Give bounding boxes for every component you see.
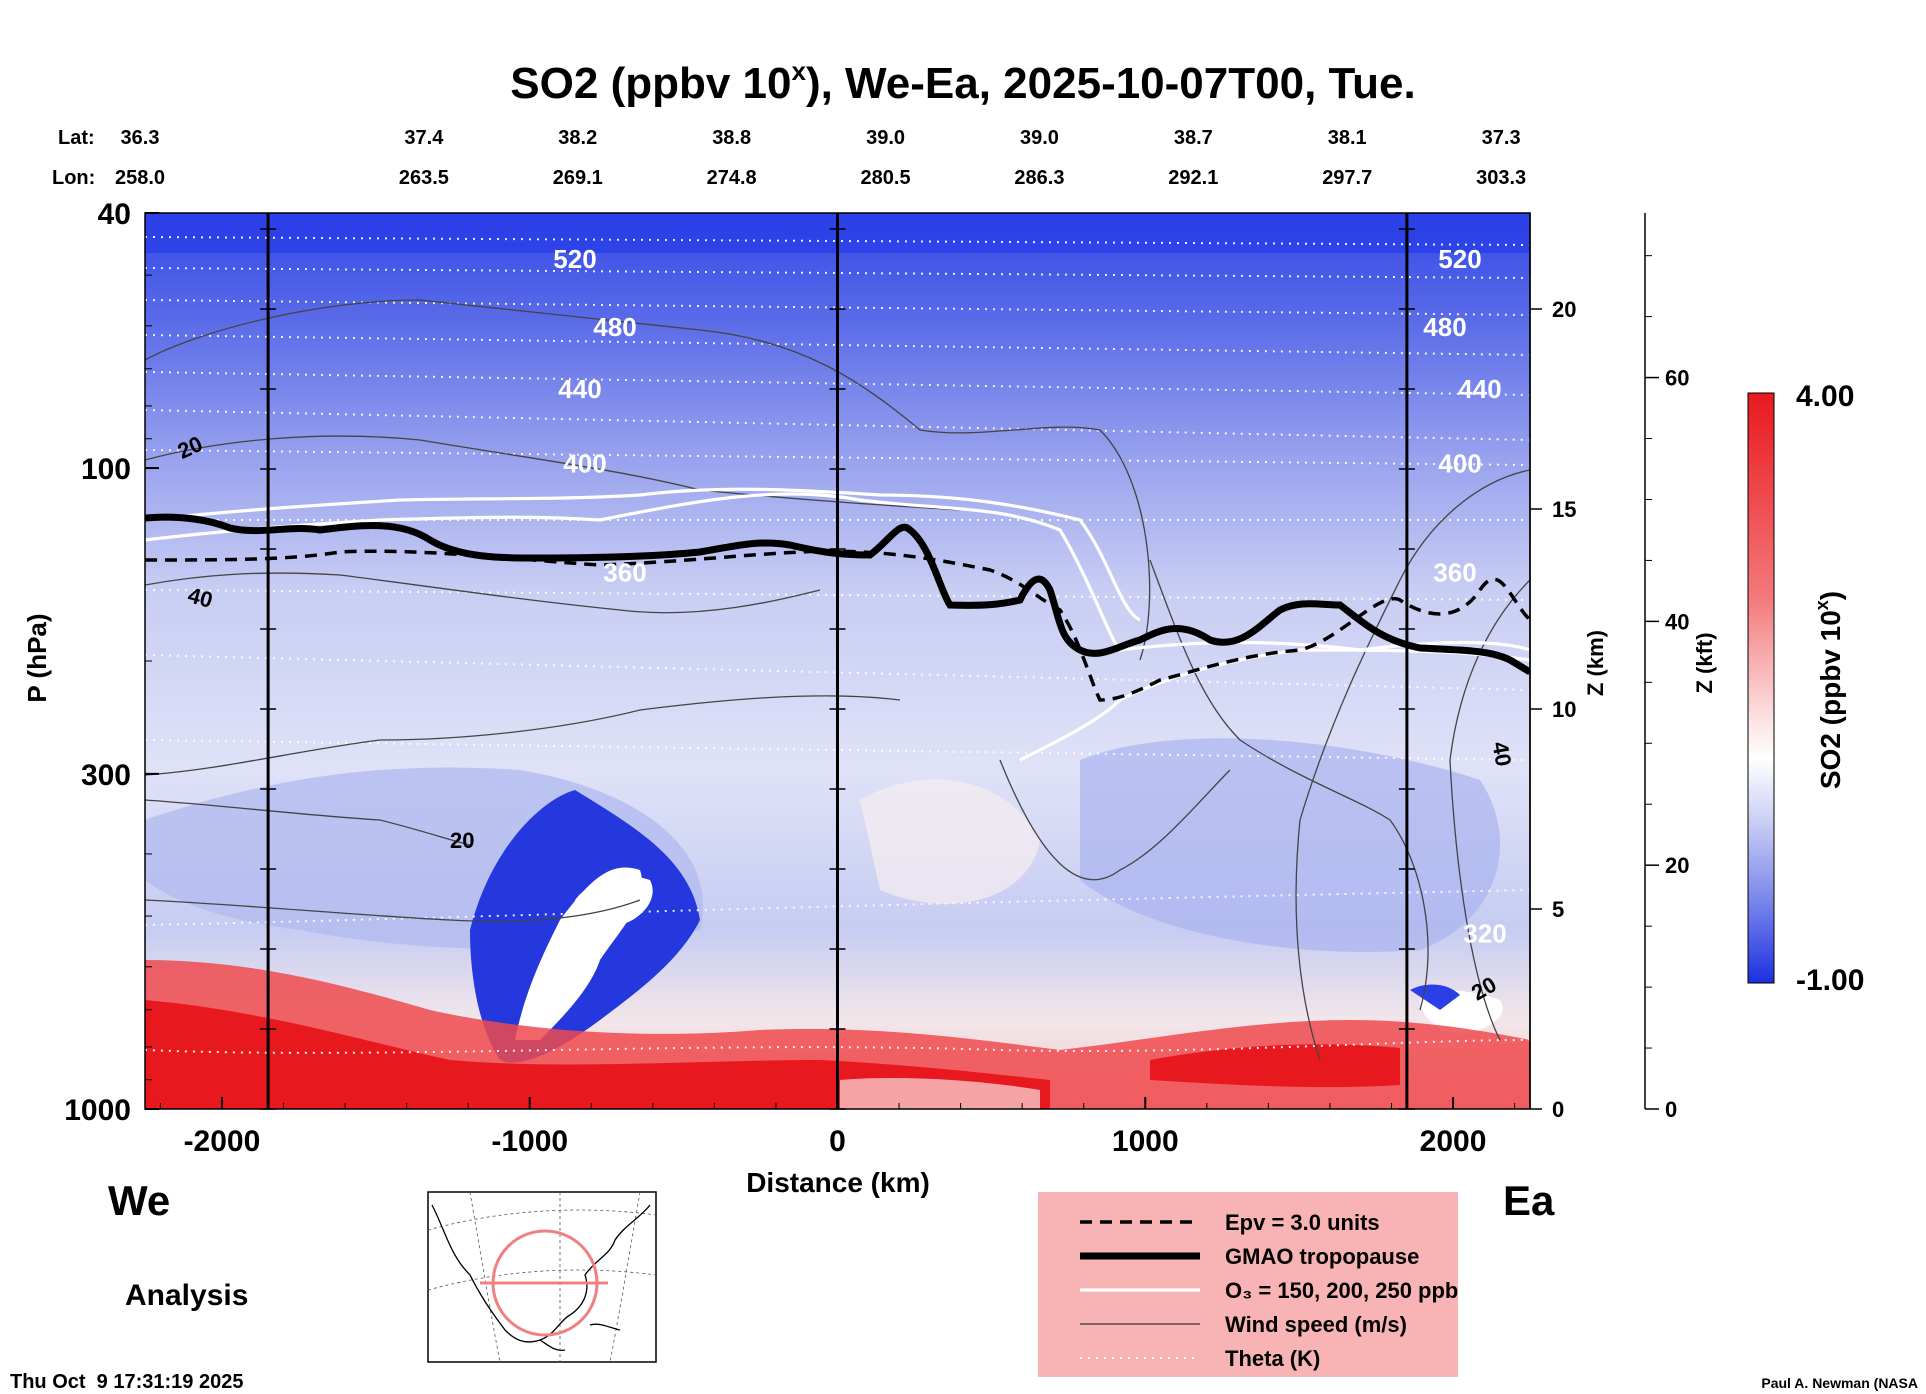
lon-header-label: Lon:: [52, 167, 95, 189]
z-km-title: Z (km): [1583, 630, 1608, 696]
z-km-tick-label: 20: [1552, 297, 1576, 322]
lat-header-label: Lat:: [58, 127, 95, 149]
west-label: We: [108, 1177, 170, 1224]
wind-speed-contours: [145, 299, 1530, 1061]
p-tick-label: 1000: [64, 1094, 131, 1127]
analysis-label: Analysis: [125, 1279, 248, 1312]
epv-dashed-line: [145, 549, 1530, 702]
theta-label: 320: [1463, 918, 1506, 948]
z-kft-title: Z (kft): [1692, 632, 1717, 693]
x-axis: -2000 -1000 0 1000 2000: [159, 1097, 1516, 1158]
z-kft-tick-label: 40: [1665, 609, 1689, 634]
theta-label: 480: [1423, 312, 1466, 342]
lon-value: 297.7: [1322, 167, 1372, 189]
x-tick-label: -2000: [184, 1125, 261, 1158]
x-tick-label: -1000: [491, 1125, 568, 1158]
z-kft-tick-label: 60: [1665, 366, 1689, 391]
legend-label-ozone: O₃ = 150, 200, 250 ppb: [1225, 1278, 1458, 1303]
colorbar: [1747, 392, 1775, 984]
lat-value: 38.8: [712, 127, 751, 149]
theta-label: 520: [1438, 244, 1481, 274]
x-tick-label: 1000: [1112, 1125, 1179, 1158]
y-axis-title: P (hPa): [22, 613, 52, 702]
z-kft-axis: 0 20 40 60: [1644, 213, 1689, 1122]
z-km-tick-label: 10: [1552, 697, 1576, 722]
theta-labels: 520 520 480 480 440 440 400 400 360 360 320: [553, 244, 1506, 948]
location-markers: [260, 213, 1415, 1110]
pressure-axis: 1000 300 100 40: [64, 198, 159, 1127]
theta-isentropes: [145, 236, 1530, 1054]
colorbar-title: SO2 (ppbv 10x): [1812, 591, 1846, 789]
latlon-row: 36.3 258.0 37.4 263.5 38.2 269.1 38.8 274.8 39.0…: [115, 127, 1526, 189]
lat-value: 37.4: [404, 127, 444, 149]
lon-value: 286.3: [1014, 167, 1064, 189]
wind-label-3: 20: [450, 828, 474, 853]
legend: Epv = 3.0 units GMAO tropopause O₃ = 150…: [1038, 1192, 1458, 1377]
z-km-tick-label: 0: [1552, 1097, 1564, 1122]
z-km-tick-label: 5: [1552, 897, 1564, 922]
footer-credit: Paul A. Newman (NASA: [1761, 1375, 1918, 1391]
lat-value: 38.7: [1174, 127, 1213, 149]
x-axis-title: Distance (km): [746, 1167, 930, 1198]
p-tick-label: 100: [81, 453, 131, 486]
z-kft-tick-label: 0: [1665, 1097, 1677, 1122]
lat-value: 38.1: [1328, 127, 1367, 149]
lat-value: 39.0: [1020, 127, 1059, 149]
z-km-axis: 0 5 10 15 20: [1529, 213, 1576, 1122]
colorbar-max-label: 4.00: [1796, 380, 1854, 413]
theta-label: 440: [558, 374, 601, 404]
lon-value: 258.0: [115, 167, 165, 189]
x-tick-label: 2000: [1420, 1125, 1487, 1158]
legend-label-wind: Wind speed (m/s): [1225, 1312, 1407, 1337]
colorbar-min-label: -1.00: [1796, 964, 1864, 997]
legend-label-theta: Theta (K): [1225, 1346, 1320, 1371]
lat-value: 39.0: [866, 127, 905, 149]
p-tick-label: 40: [98, 198, 131, 231]
lon-value: 263.5: [399, 167, 449, 189]
lat-value: 36.3: [121, 127, 160, 149]
theta-label: 360: [1433, 557, 1476, 587]
x-tick-label: 0: [829, 1125, 846, 1158]
z-km-tick-label: 15: [1552, 497, 1576, 522]
lon-value: 269.1: [553, 167, 603, 189]
footer-timestamp: Thu Oct 9 17:31:19 2025: [10, 1371, 243, 1393]
lat-value: 38.2: [558, 127, 597, 149]
theta-label: 400: [1438, 448, 1481, 478]
tropopause-line: [145, 513, 1530, 676]
chart-title: SO2 (ppbv 10x), We-Ea, 2025-10-07T00, Tu…: [510, 56, 1415, 108]
z-kft-tick-label: 20: [1665, 853, 1689, 878]
p-tick-label: 300: [81, 759, 131, 792]
theta-label: 440: [1458, 374, 1501, 404]
lon-value: 303.3: [1476, 167, 1526, 189]
east-label: Ea: [1503, 1177, 1555, 1224]
inset-map: [427, 1191, 657, 1363]
lat-value: 37.3: [1482, 127, 1521, 149]
legend-label-tropopause: GMAO tropopause: [1225, 1244, 1419, 1269]
theta-label: 480: [593, 312, 636, 342]
theta-label: 520: [553, 244, 596, 274]
lon-value: 292.1: [1168, 167, 1218, 189]
lon-value: 280.5: [861, 167, 911, 189]
theta-label: 400: [563, 448, 606, 478]
wind-label-4: 40: [1487, 740, 1516, 768]
lon-value: 274.8: [707, 167, 757, 189]
theta-label: 360: [603, 557, 646, 587]
legend-label-epv: Epv = 3.0 units: [1225, 1210, 1380, 1235]
